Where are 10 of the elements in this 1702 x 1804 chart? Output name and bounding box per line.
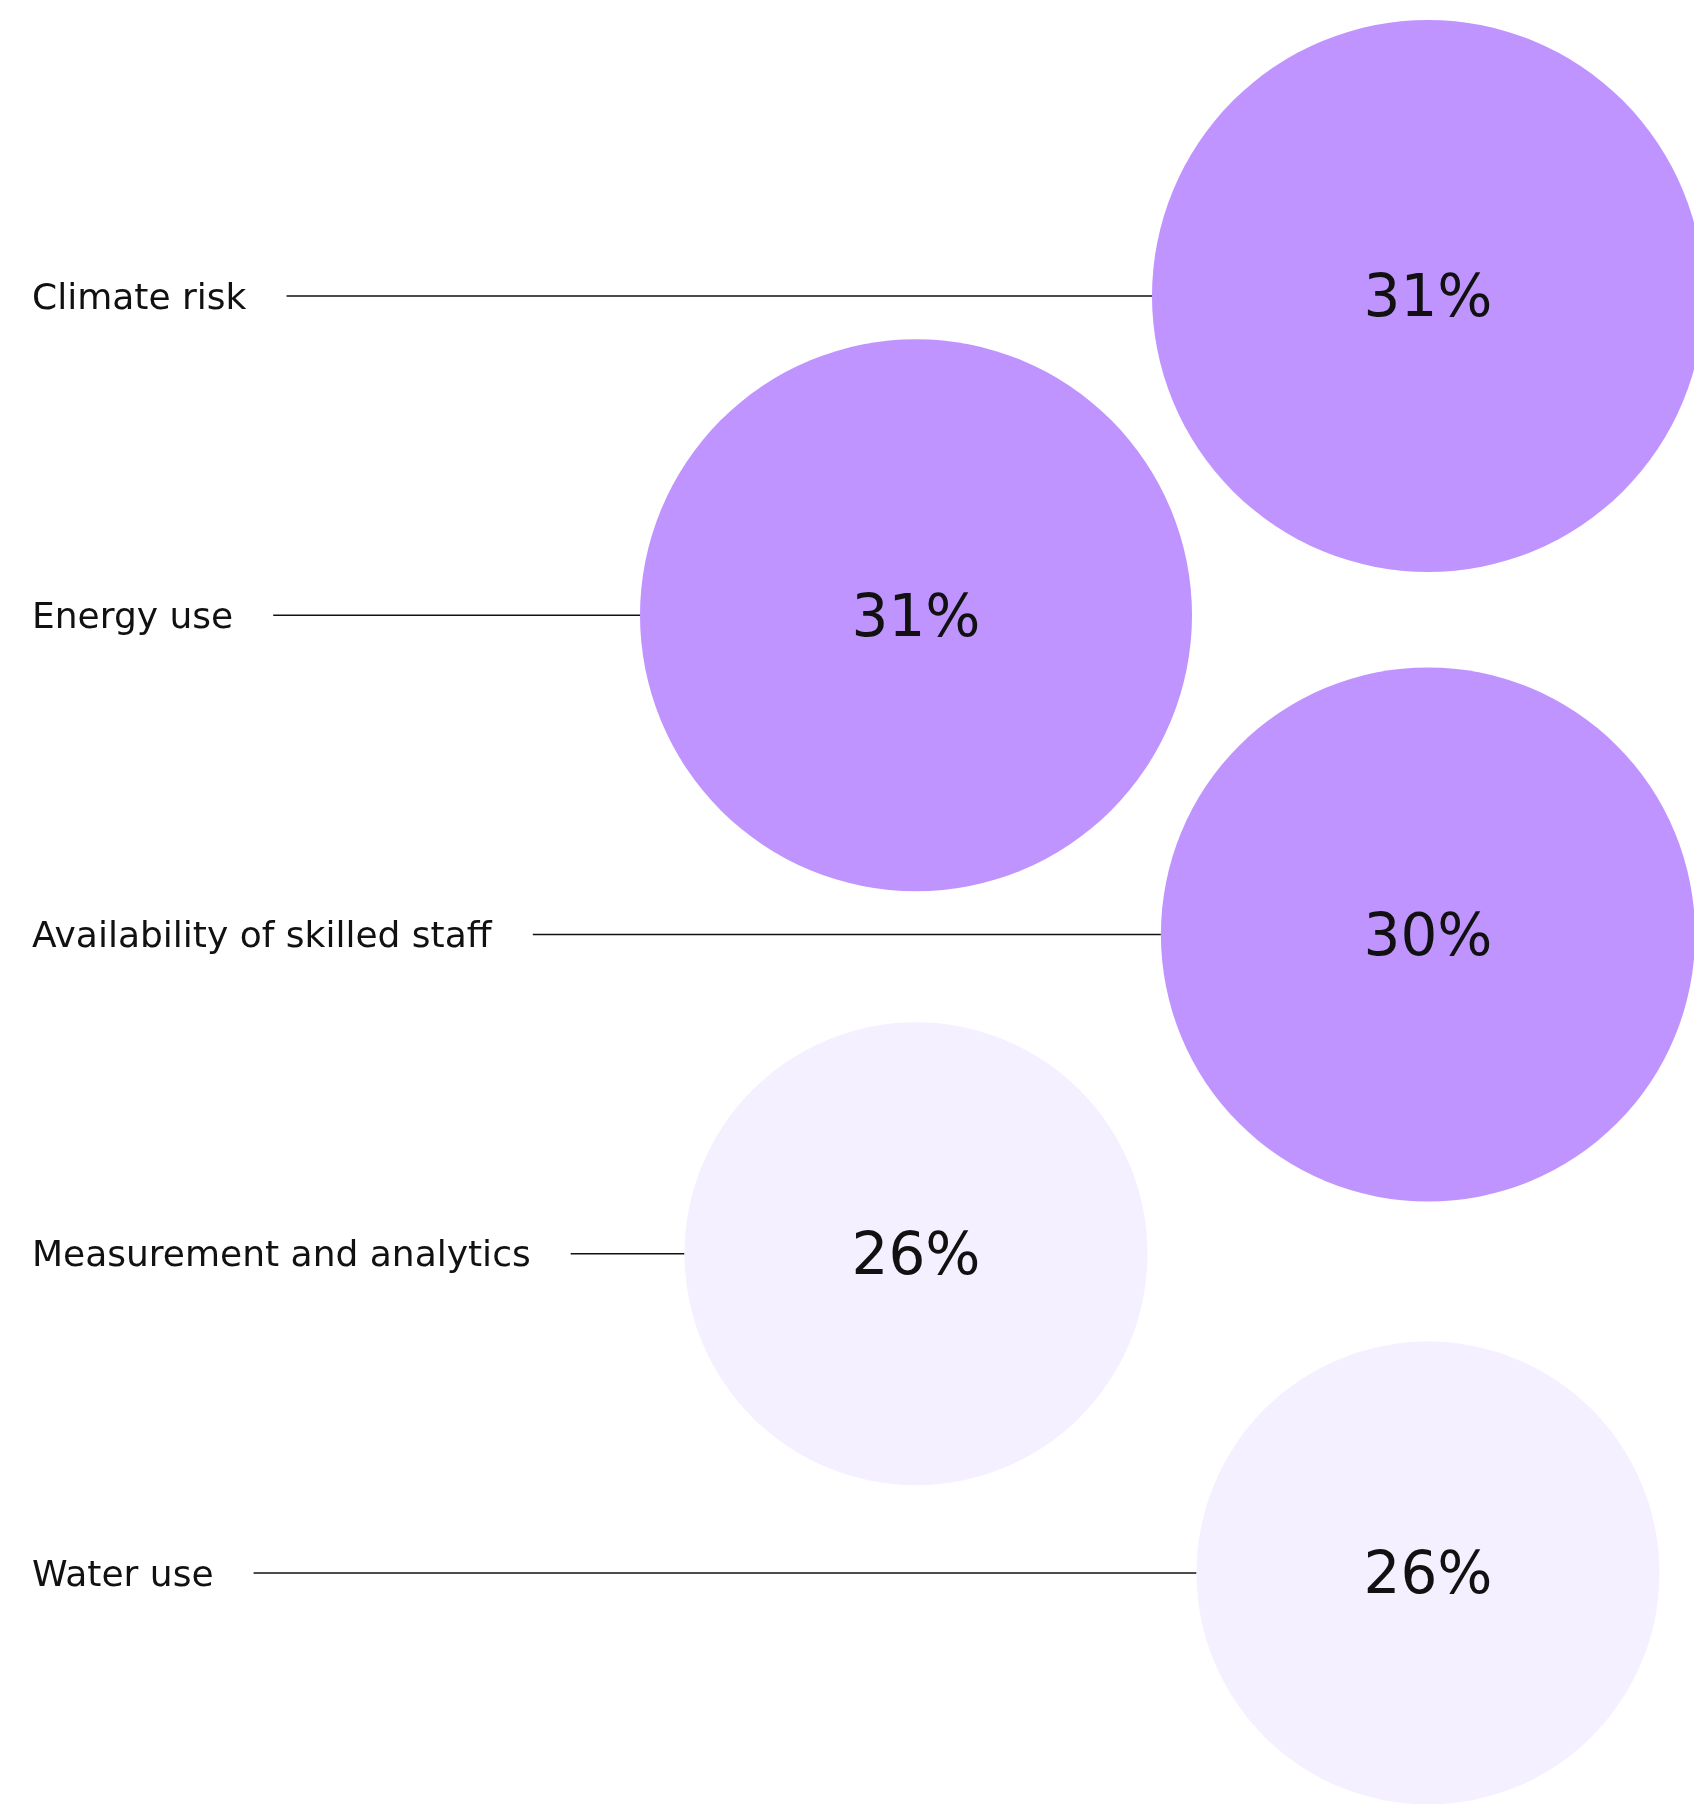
data-label: 31% <box>851 581 981 650</box>
data-label: 26% <box>851 1220 981 1289</box>
category-label: Water use <box>32 1552 214 1594</box>
category-label: Availability of skilled staff <box>32 914 493 956</box>
category-label: Measurement and analytics <box>32 1233 531 1275</box>
data-label: 26% <box>1363 1539 1493 1608</box>
category-label: Climate risk <box>32 275 247 317</box>
category-label: Energy use <box>32 594 234 636</box>
data-label: 31% <box>1363 262 1493 331</box>
data-label: 30% <box>1363 900 1493 969</box>
